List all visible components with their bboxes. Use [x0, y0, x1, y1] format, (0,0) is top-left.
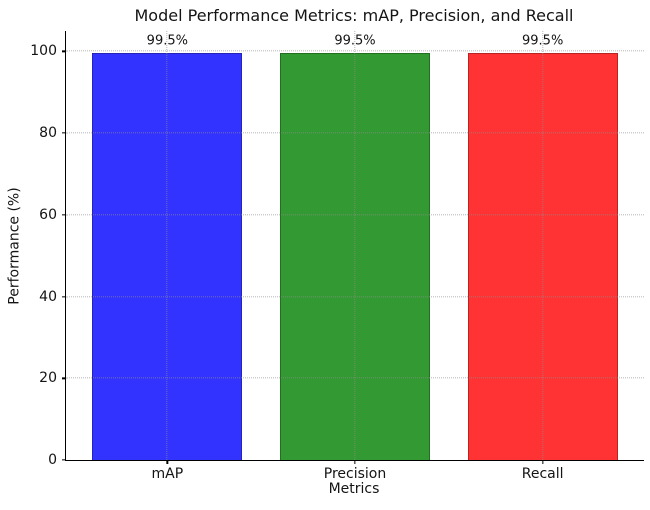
y-tick-label: 80	[39, 125, 57, 142]
y-tick-mark	[62, 377, 66, 379]
y-tick-label: 20	[39, 370, 57, 387]
y-tick-mark	[62, 50, 66, 53]
bar-value-label: 99.5%	[334, 34, 376, 50]
bar-value-label: 99.5%	[522, 34, 564, 50]
bar-value-label: 99.5%	[146, 34, 188, 50]
v-gridline	[541, 31, 543, 460]
y-axis-label-container: Performance (%)	[1, 31, 29, 460]
v-gridline	[354, 31, 356, 460]
x-tick-mark	[542, 460, 544, 464]
y-tick-mark	[62, 295, 66, 298]
y-tick-label: 40	[39, 288, 57, 305]
x-tick-mark	[166, 460, 168, 464]
x-tick-mark	[354, 460, 356, 464]
y-tick-label: 0	[48, 452, 57, 468]
y-tick-label: 100	[30, 43, 57, 60]
v-gridline	[166, 31, 168, 460]
y-tick-mark	[62, 132, 66, 134]
y-tick-mark	[62, 459, 66, 461]
plot-area: 0 20 40 60 80 100 mAP 99.5% Precision 99.5% Recall…	[30, 31, 644, 481]
y-axis-label: Performance (%)	[7, 186, 23, 305]
x-axis-label: Metrics	[328, 481, 380, 497]
y-tick-mark	[62, 214, 66, 216]
x-tick-label: mAP	[151, 466, 184, 482]
x-tick-label: Precision	[323, 466, 387, 482]
y-tick-label: 60	[39, 206, 57, 223]
chart-title: Model Performance Metrics: mAP, Precisio…	[134, 6, 574, 25]
x-tick-label: Recall	[521, 466, 564, 482]
